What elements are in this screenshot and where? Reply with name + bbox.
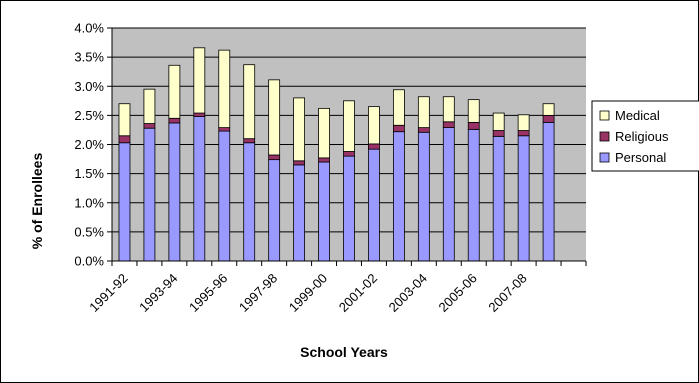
x-tick-label: 1999-00: [286, 271, 330, 315]
bar-medical-1991-92: [118, 103, 131, 137]
bar-personal-1992-93: [143, 127, 156, 262]
bar-medical-2000-01: [343, 100, 355, 152]
bar-personal-2008-09: [542, 121, 555, 262]
bar-medical-1992-93: [143, 88, 156, 124]
bar-medical-1996-97: [243, 64, 256, 140]
legend-swatch-religious: [599, 131, 610, 142]
y-tick-label: 0.5%: [74, 224, 104, 239]
bar-personal-1996-97: [243, 142, 256, 262]
y-tick-label: 2.5%: [74, 108, 104, 123]
bar-personal-2002-03: [392, 131, 405, 262]
bar-personal-1997-98: [268, 159, 281, 262]
bar-personal-1995-96: [218, 130, 231, 262]
legend: Medical Religious Personal: [591, 100, 699, 172]
bar-religious-2001-02: [368, 143, 380, 150]
x-tick-label: 2003-04: [386, 271, 430, 315]
legend-swatch-medical: [599, 110, 610, 121]
x-tick-label: 2005-06: [436, 271, 480, 315]
bar-religious-1991-92: [118, 135, 131, 144]
bar-religious-2002-03: [392, 124, 405, 133]
bar-medical-2004-05: [442, 96, 455, 123]
legend-box: [591, 100, 699, 172]
bar-medical-2008-09: [542, 103, 555, 116]
bar-religious-1992-93: [143, 123, 156, 129]
bar-medical-2003-04: [417, 96, 430, 129]
bar-medical-2002-03: [392, 89, 405, 126]
legend-label-religious: Religious: [615, 129, 669, 144]
legend-label-medical: Medical: [615, 108, 660, 123]
x-tick-label: 1997-98: [236, 271, 280, 315]
bar-personal-2006-07: [492, 135, 505, 262]
bar-religious-2005-06: [467, 121, 480, 130]
legend-swatch-personal: [599, 152, 610, 163]
bar-medical-2007-08: [517, 114, 530, 131]
bar-personal-2007-08: [517, 135, 530, 262]
x-tick-label: 1991-92: [86, 271, 130, 315]
bar-personal-1999-00: [318, 161, 330, 262]
bar-religious-2006-07: [492, 130, 505, 137]
x-tick-label: 2001-02: [336, 271, 380, 315]
bar-religious-2007-08: [517, 130, 530, 137]
legend-label-personal: Personal: [615, 150, 666, 165]
bar-personal-2003-04: [417, 131, 430, 262]
bar-religious-1994-95: [193, 112, 206, 117]
bar-religious-1997-98: [268, 154, 281, 161]
bar-personal-2001-02: [368, 148, 380, 262]
bar-religious-1996-97: [243, 138, 256, 144]
bar-personal-2004-05: [442, 127, 455, 262]
y-tick-label: 2.0%: [74, 137, 104, 152]
bar-religious-2008-09: [542, 114, 555, 123]
bar-religious-2004-05: [442, 121, 455, 129]
x-tick-label: 1993-94: [136, 271, 180, 315]
bar-medical-1993-94: [168, 64, 181, 119]
bar-religious-1995-96: [218, 127, 231, 132]
bar-medical-1998-99: [293, 97, 306, 162]
y-tick-label: 0.0%: [74, 254, 104, 269]
bar-medical-2006-07: [492, 112, 505, 131]
bar-religious-1993-94: [168, 117, 181, 124]
bar-religious-2000-01: [343, 151, 355, 157]
bar-religious-1999-00: [318, 157, 330, 163]
bar-personal-1994-95: [193, 116, 206, 262]
y-tick-label: 1.0%: [74, 195, 104, 210]
bar-religious-2003-04: [417, 127, 430, 133]
y-tick-label: 4.0%: [74, 21, 104, 36]
x-tick-label: 1995-96: [186, 271, 230, 315]
bar-personal-1998-99: [293, 164, 306, 262]
bar-personal-1991-92: [118, 142, 131, 262]
x-axis-title: School Years: [300, 344, 388, 360]
bar-medical-2005-06: [467, 99, 480, 123]
y-tick-label: 3.5%: [74, 50, 104, 65]
bar-medical-1999-00: [318, 107, 330, 159]
y-tick-label: 1.5%: [74, 166, 104, 181]
bar-medical-1997-98: [268, 79, 281, 156]
bar-medical-1994-95: [193, 47, 206, 114]
bar-personal-2005-06: [467, 128, 480, 262]
y-tick-label: 3.0%: [74, 79, 104, 94]
bar-medical-2001-02: [368, 106, 380, 145]
bar-religious-1998-99: [293, 160, 306, 166]
bar-personal-1993-94: [168, 122, 181, 262]
bar-medical-1995-96: [218, 49, 231, 129]
x-tick-label: 2007-08: [485, 271, 529, 315]
bar-personal-2000-01: [343, 155, 355, 262]
y-axis-title: % of Enrollees: [29, 153, 45, 250]
